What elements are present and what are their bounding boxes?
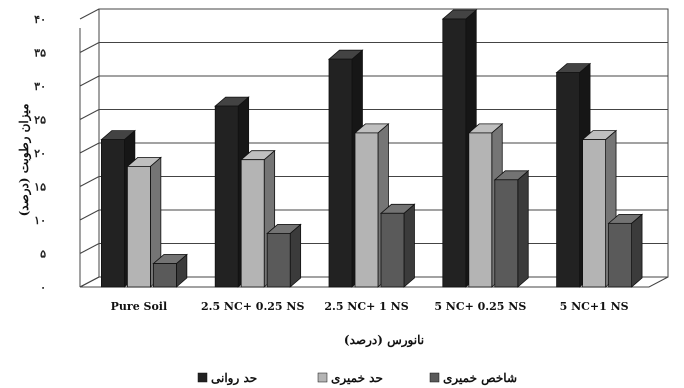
gridline-diag xyxy=(79,75,100,87)
y-axis-title: میزان رطوبت (درصد) xyxy=(17,104,32,217)
bar xyxy=(266,223,302,288)
y-tick-label: ۴۰ xyxy=(34,13,46,26)
bar-front xyxy=(354,132,379,288)
legend-label: حد خمیری xyxy=(331,371,383,386)
bar-front xyxy=(494,179,519,288)
y-tick-label: ۱۵ xyxy=(34,181,46,194)
bar-front xyxy=(582,139,606,288)
gridline-diag xyxy=(79,276,100,288)
bar-front xyxy=(152,263,177,288)
legend-swatch xyxy=(317,372,328,383)
bar-front xyxy=(266,232,291,288)
bar-front xyxy=(380,212,405,288)
bar xyxy=(607,213,644,288)
category-label: 5 NC+ 0.25 NS xyxy=(434,300,526,313)
category-label: 2.5 NC+ 1 NS xyxy=(324,300,408,313)
legend-item: حد روانی xyxy=(197,371,257,386)
legend-swatch xyxy=(197,372,208,383)
gridline-diag xyxy=(79,42,100,53)
legend-label: حد روانی xyxy=(211,371,257,386)
y-tick-label: ۵ xyxy=(40,248,46,261)
category-labels: Pure Soil 2.5 NC+ 0.25 NS 2.5 NC+ 1 NS 5 NC… xyxy=(111,300,629,313)
bar xyxy=(379,203,416,288)
gridline-diag xyxy=(79,142,100,154)
y-tick-label: ۲۵ xyxy=(34,114,46,127)
bar xyxy=(152,253,188,288)
legend-item: حد خمیری xyxy=(317,371,383,386)
bar-side xyxy=(289,223,302,288)
gridline-diag xyxy=(79,8,100,20)
gridline-diag xyxy=(79,109,100,120)
legend-item: شاخص خمیری xyxy=(429,371,517,386)
bar-front xyxy=(556,72,580,288)
bar-front xyxy=(608,222,632,288)
gridline-diag xyxy=(79,243,100,254)
legend: حد روانی حد خمیری شاخص خمیری xyxy=(197,371,517,386)
y-tick-label: ۳۰ xyxy=(34,80,46,93)
bar-front xyxy=(101,139,125,288)
category-label: Pure Soil xyxy=(111,300,168,313)
x-axis-title: نانورس (درصد) xyxy=(344,333,424,348)
gridline-diag xyxy=(79,209,100,221)
y-tick-label: ۳۵ xyxy=(34,47,46,60)
gridline-diag xyxy=(79,176,100,187)
legend-swatch xyxy=(429,372,440,383)
category-label: 2.5 NC+ 0.25 NS xyxy=(201,300,304,313)
bar-side xyxy=(631,213,643,288)
category-label: 5 NC+1 NS xyxy=(560,300,629,313)
bar-front xyxy=(214,105,239,288)
bar-side xyxy=(403,203,415,288)
y-tick-label: ۱۰ xyxy=(34,214,46,227)
legend-label: شاخص خمیری xyxy=(443,371,517,386)
bar-front xyxy=(442,18,467,288)
y-tick-label: ۰ xyxy=(40,281,46,294)
bar-side xyxy=(517,169,529,288)
bar-front xyxy=(240,159,265,288)
bar-front xyxy=(468,132,493,288)
bars xyxy=(100,9,644,288)
bar xyxy=(493,169,530,288)
bar xyxy=(126,156,162,288)
bar-front xyxy=(127,165,151,288)
y-tick-labels: ۰ ۵ ۱۰ ۱۵ ۲۰ ۲۵ ۳۰ ۳۵ ۴۰ xyxy=(34,13,46,294)
bar-front xyxy=(328,58,353,288)
y-tick-label: ۲۰ xyxy=(34,147,46,160)
